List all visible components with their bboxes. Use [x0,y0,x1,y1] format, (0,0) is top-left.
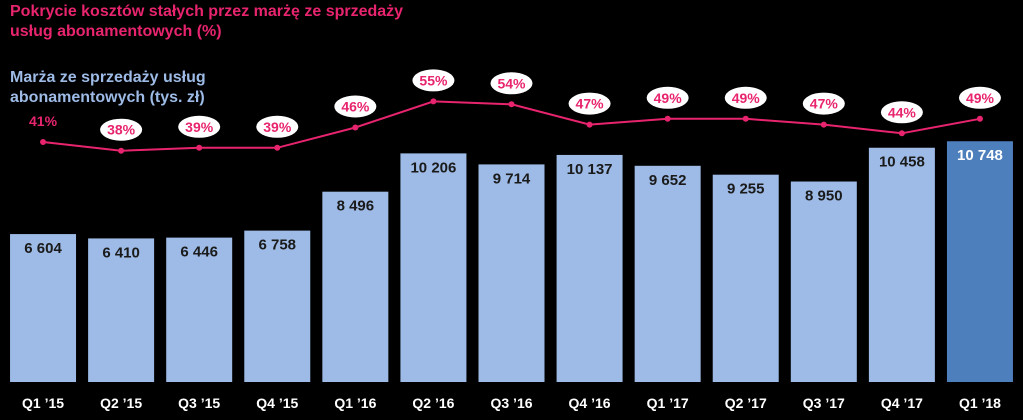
bar-1 [88,238,155,382]
line-value-label-6: 54% [497,75,526,91]
line-point-11 [898,130,905,137]
line-value-label-9: 49% [732,90,761,106]
bar-value-label-11: 10 458 [879,154,925,171]
bar-value-label-12: 10 748 [957,147,1003,164]
bar-value-label-9: 9 255 [727,181,765,198]
line-value-label-12: 49% [966,90,995,106]
x-tick-label-3: Q4 ’15 [256,395,298,411]
bar-0 [10,234,77,382]
line-value-label-4: 46% [341,99,370,115]
bar-value-label-10: 8 950 [805,188,843,205]
line-point-0 [40,139,47,145]
line-label-bubble-3 [256,115,299,138]
line-label-bubble-1 [100,118,143,141]
line-value-label-2: 39% [185,119,214,135]
bar-value-label-6: 9 714 [493,170,531,187]
bar-value-label-1: 6 410 [102,244,140,261]
x-tick-label-0: Q1 ’15 [22,395,64,411]
line-label-bubble-8 [646,86,689,109]
x-tick-label-11: Q4 ’17 [881,395,923,411]
bar-8 [634,165,701,382]
x-tick-label-7: Q4 ’16 [569,395,611,411]
line-value-label-1: 38% [107,122,136,138]
bar-value-label-3: 6 758 [258,237,296,254]
bar-value-label-7: 10 137 [567,161,613,178]
line-point-4 [352,124,359,131]
line-point-2 [196,144,203,151]
line-label-bubble-6 [490,72,533,95]
line-label-bubble-10 [802,92,845,115]
line-value-label-7: 47% [576,96,605,112]
line-label-bubble-12 [958,86,1001,109]
line-label-bubble-2 [178,115,221,138]
legend-margin-series: Marża ze sprzedaży usług abonamentowych … [10,69,206,106]
line-label-bubble-4 [334,95,377,118]
line-point-3 [274,144,281,151]
x-tick-label-10: Q3 ’17 [803,395,845,411]
line-point-5 [430,98,437,105]
x-tick-label-6: Q3 ’16 [490,395,532,411]
bar-10 [790,181,857,382]
legend-coverage-series: Pokrycie kosztów stałych przez marżę ze … [10,3,404,40]
bar-5 [400,153,467,382]
bar-2 [166,237,233,382]
line-value-label-8: 49% [654,90,683,106]
x-tick-label-4: Q1 ’16 [334,395,376,411]
line-point-6 [508,101,515,108]
line-point-10 [820,121,827,128]
line-label-bubble-9 [724,86,767,109]
line-label-bubble-7 [568,92,611,115]
line-point-1 [118,147,125,154]
x-tick-label-2: Q3 ’15 [178,395,220,411]
bar-value-label-5: 10 206 [410,159,456,176]
bar-6 [478,164,545,382]
x-tick-label-9: Q2 ’17 [725,395,767,411]
x-tick-label-8: Q1 ’17 [647,395,689,411]
line-value-label-11: 44% [888,104,917,120]
bar-9 [712,174,779,382]
bar-4 [322,191,389,382]
line-point-8 [664,115,671,122]
line-value-label-5: 55% [419,72,448,88]
line-point-12 [976,115,983,122]
bar-value-label-4: 8 496 [337,198,375,215]
line-point-9 [742,115,749,122]
line-label-bubble-5 [412,69,455,92]
line-value-label-0: 41% [29,113,58,129]
bar-7 [556,154,623,382]
line-point-7 [586,121,593,128]
bar-value-label-0: 6 604 [24,240,62,257]
line-label-bubble-11 [880,101,923,124]
x-tick-label-5: Q2 ’16 [412,395,454,411]
bar-value-label-8: 9 652 [649,172,687,189]
bar-3 [244,230,311,382]
line-value-label-10: 47% [810,96,839,112]
bar-11 [868,147,935,382]
bar-12 [946,141,1013,382]
x-tick-label-12: Q1 ’18 [959,395,1001,411]
x-tick-label-1: Q2 ’15 [100,395,142,411]
bar-value-label-2: 6 446 [180,244,218,261]
line-value-label-3: 39% [263,119,292,135]
